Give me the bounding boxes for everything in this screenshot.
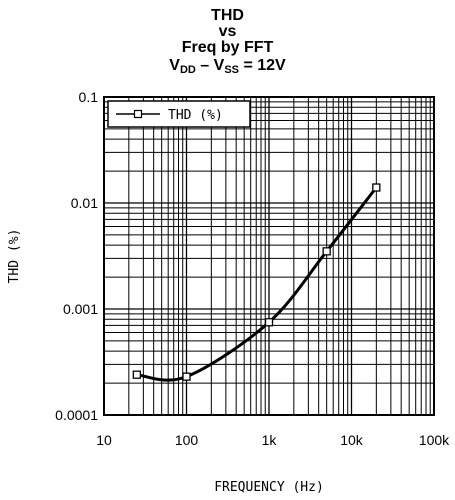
y-axis-label: THD (%) (7, 229, 22, 284)
legend-marker-square (133, 109, 143, 119)
data-point (132, 370, 141, 379)
chart-title-condition: VDD – VSS = 12V (0, 57, 455, 76)
chart-title-line-3: Freq by FFT (181, 39, 274, 56)
x-tick-labels: 10 100 1k 10k 100k (96, 432, 450, 448)
grid (103, 97, 434, 416)
y-tick-label: 0.1 (79, 89, 99, 105)
condition-sub-dd: DD (179, 64, 196, 76)
data-point (182, 372, 191, 381)
x-tick-label: 10k (340, 432, 364, 448)
data-point (322, 247, 331, 256)
legend-entry-label: THD (%) (168, 108, 223, 123)
condition-tail: = 12V (239, 57, 286, 74)
y-tick-label: 0.0001 (55, 407, 98, 423)
condition-mid: – V (195, 57, 225, 74)
y-tick-labels: 0.0001 0.001 0.01 0.1 (55, 89, 98, 423)
condition-sub-ss: SS (224, 64, 239, 76)
x-tick-label: 100k (419, 432, 450, 448)
condition-v1: V (169, 57, 180, 74)
series-layer (132, 183, 381, 382)
x-tick-label: 100 (175, 432, 199, 448)
data-point (264, 318, 274, 327)
x-tick-label: 10 (96, 432, 112, 448)
data-point (372, 183, 381, 192)
chart-title-line-1: THD (211, 7, 244, 24)
x-axis-label: FREQUENCY (Hz) (214, 480, 324, 495)
y-tick-label: 0.001 (63, 301, 98, 317)
legend: THD (%) (107, 100, 251, 128)
plot-frame (103, 96, 435, 416)
x-tick-label: 1k (262, 432, 278, 448)
chart-title-line-2: vs (218, 23, 237, 40)
y-tick-label: 0.01 (71, 195, 98, 211)
